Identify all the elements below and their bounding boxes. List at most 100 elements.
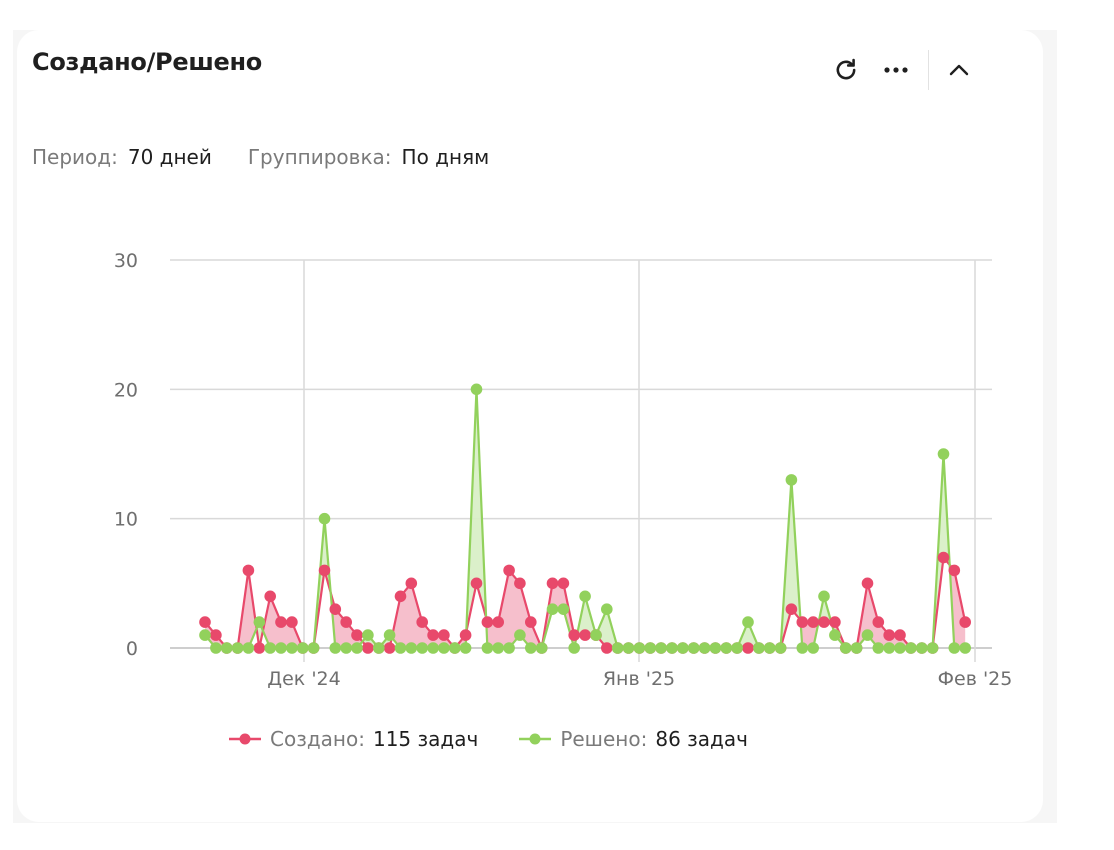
- data-point[interactable]: [818, 616, 830, 628]
- grouping-value[interactable]: По дням: [401, 145, 490, 169]
- data-point[interactable]: [611, 642, 624, 654]
- refresh-button[interactable]: [828, 52, 864, 88]
- data-point[interactable]: [731, 642, 743, 654]
- data-point[interactable]: [525, 642, 537, 654]
- data-point[interactable]: [307, 642, 320, 654]
- data-point[interactable]: [948, 564, 961, 577]
- data-point[interactable]: [286, 616, 298, 628]
- data-point[interactable]: [481, 616, 494, 628]
- data-point[interactable]: [557, 577, 570, 590]
- data-point[interactable]: [720, 642, 733, 654]
- data-point[interactable]: [459, 642, 472, 654]
- collapse-button[interactable]: [941, 52, 977, 88]
- data-point[interactable]: [937, 448, 950, 460]
- data-point[interactable]: [579, 629, 591, 641]
- data-point[interactable]: [318, 512, 331, 525]
- data-point[interactable]: [470, 577, 483, 590]
- data-point[interactable]: [199, 629, 211, 641]
- data-point[interactable]: [818, 590, 830, 603]
- data-point[interactable]: [883, 642, 895, 654]
- data-point[interactable]: [340, 642, 353, 654]
- data-point[interactable]: [481, 642, 494, 654]
- data-point[interactable]: [709, 642, 722, 654]
- data-point[interactable]: [807, 642, 819, 654]
- data-point[interactable]: [264, 590, 277, 603]
- data-point[interactable]: [546, 603, 559, 615]
- data-point[interactable]: [329, 603, 342, 615]
- data-point[interactable]: [351, 642, 363, 654]
- data-point[interactable]: [394, 642, 407, 654]
- data-point[interactable]: [753, 642, 765, 654]
- period-value[interactable]: 70 дней: [127, 145, 212, 169]
- data-point[interactable]: [492, 642, 505, 654]
- data-point[interactable]: [883, 629, 895, 641]
- data-point[interactable]: [807, 616, 819, 628]
- data-point[interactable]: [785, 474, 798, 486]
- data-point[interactable]: [677, 642, 689, 654]
- data-point[interactable]: [568, 629, 580, 641]
- data-point[interactable]: [405, 577, 418, 590]
- data-point[interactable]: [210, 629, 222, 641]
- data-point[interactable]: [242, 564, 255, 577]
- data-point[interactable]: [340, 616, 353, 628]
- data-point[interactable]: [514, 577, 526, 590]
- data-point[interactable]: [253, 642, 266, 654]
- data-point[interactable]: [633, 642, 646, 654]
- data-point[interactable]: [698, 642, 711, 654]
- data-point[interactable]: [579, 590, 591, 603]
- data-point[interactable]: [296, 642, 309, 654]
- data-point[interactable]: [275, 642, 287, 654]
- data-point[interactable]: [275, 616, 287, 628]
- data-point[interactable]: [872, 616, 885, 628]
- data-point[interactable]: [329, 642, 342, 654]
- data-point[interactable]: [601, 603, 613, 615]
- data-point[interactable]: [557, 603, 570, 615]
- data-point[interactable]: [926, 642, 939, 654]
- data-point[interactable]: [644, 642, 657, 654]
- data-point[interactable]: [894, 642, 906, 654]
- data-point[interactable]: [286, 642, 298, 654]
- data-point[interactable]: [546, 577, 559, 590]
- data-point[interactable]: [959, 616, 971, 628]
- data-point[interactable]: [231, 642, 244, 654]
- data-point[interactable]: [872, 642, 885, 654]
- data-point[interactable]: [427, 642, 439, 654]
- data-point[interactable]: [438, 629, 450, 641]
- data-point[interactable]: [416, 642, 429, 654]
- data-point[interactable]: [742, 616, 754, 628]
- data-point[interactable]: [318, 564, 331, 577]
- data-point[interactable]: [601, 642, 613, 654]
- data-point[interactable]: [948, 642, 961, 654]
- data-point[interactable]: [394, 590, 407, 603]
- data-point[interactable]: [535, 642, 548, 654]
- data-point[interactable]: [525, 616, 537, 628]
- data-point[interactable]: [850, 642, 863, 654]
- data-point[interactable]: [351, 629, 363, 641]
- data-point[interactable]: [470, 383, 483, 396]
- data-point[interactable]: [199, 616, 211, 628]
- data-point[interactable]: [405, 642, 418, 654]
- data-point[interactable]: [416, 616, 429, 628]
- data-point[interactable]: [774, 642, 787, 654]
- data-point[interactable]: [459, 629, 472, 641]
- data-point[interactable]: [220, 642, 233, 654]
- data-point[interactable]: [861, 577, 874, 590]
- data-point[interactable]: [568, 642, 580, 654]
- data-point[interactable]: [383, 642, 396, 654]
- data-point[interactable]: [362, 642, 374, 654]
- data-point[interactable]: [916, 642, 928, 654]
- data-point[interactable]: [687, 642, 700, 654]
- data-point[interactable]: [785, 603, 798, 615]
- data-point[interactable]: [894, 629, 906, 641]
- data-point[interactable]: [253, 616, 266, 628]
- data-point[interactable]: [655, 642, 667, 654]
- data-point[interactable]: [438, 642, 450, 654]
- data-point[interactable]: [622, 642, 635, 654]
- data-point[interactable]: [796, 616, 809, 628]
- data-point[interactable]: [829, 616, 841, 628]
- data-point[interactable]: [264, 642, 277, 654]
- data-point[interactable]: [861, 629, 874, 641]
- data-point[interactable]: [383, 629, 396, 641]
- data-point[interactable]: [590, 629, 602, 641]
- data-point[interactable]: [242, 642, 255, 654]
